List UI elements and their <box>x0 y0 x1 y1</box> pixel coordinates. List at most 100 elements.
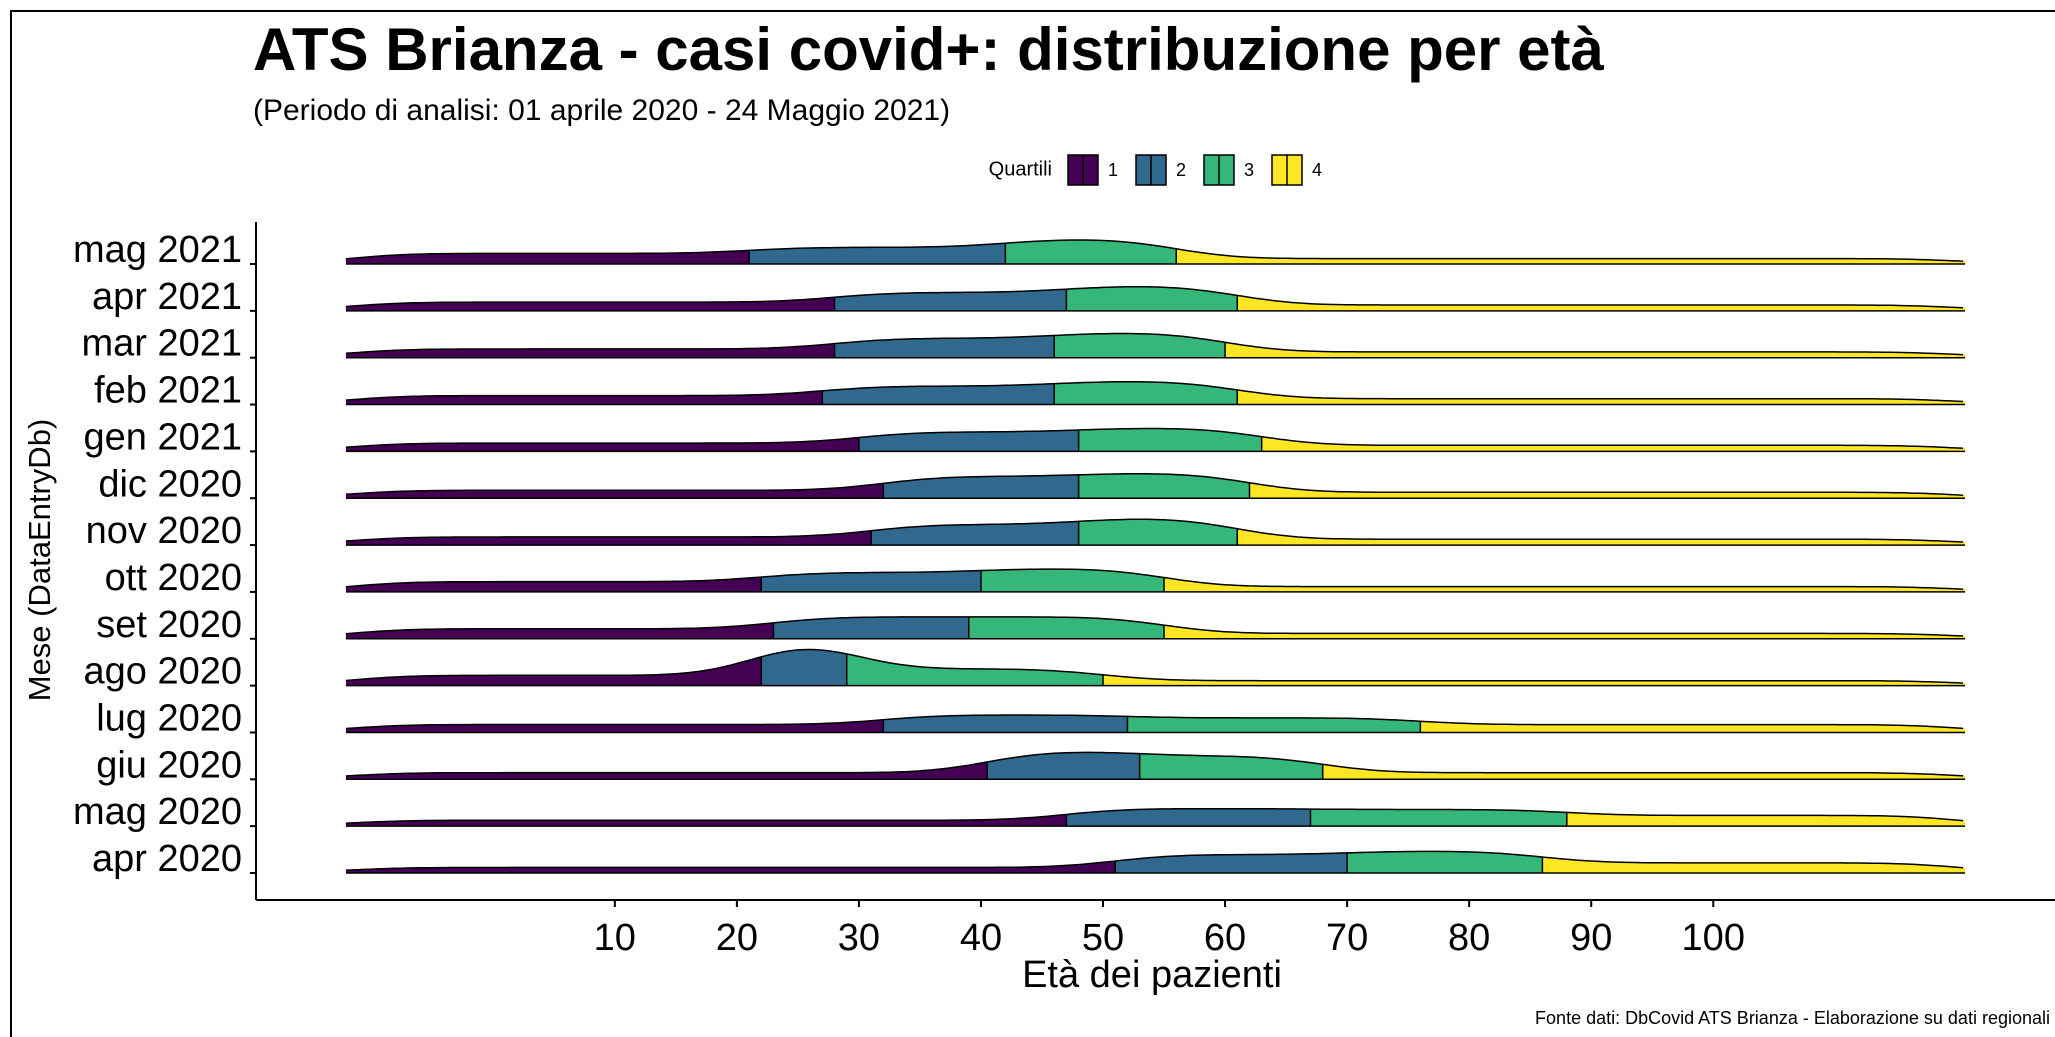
quartile-area <box>345 656 762 686</box>
legend-label: 3 <box>1244 160 1254 180</box>
quartile-area <box>1347 851 1543 873</box>
ridge-outline <box>345 473 1964 496</box>
quartile-area <box>1054 381 1238 405</box>
ridge-outline <box>345 850 1964 871</box>
quartile-area <box>1237 528 1966 546</box>
y-axis-label: Mese (DataEntryDb) <box>22 419 57 702</box>
x-tick-label: 80 <box>1448 917 1490 959</box>
quartile-area <box>1078 473 1250 499</box>
quartile-area <box>345 530 872 546</box>
quartile-area <box>345 622 774 639</box>
ridge <box>345 473 1966 499</box>
x-tick-label: 30 <box>838 917 880 959</box>
quartile-area <box>1078 428 1262 452</box>
ridge <box>345 807 1966 827</box>
y-tick-label: lug 2020 <box>96 697 242 739</box>
ridge <box>345 285 1966 312</box>
x-tick-label: 70 <box>1326 917 1368 959</box>
ridge <box>345 427 1966 453</box>
ridges <box>345 239 1966 874</box>
quartile-area <box>345 437 859 452</box>
ridge-outline <box>345 380 1964 403</box>
ridge-outline <box>345 807 1964 824</box>
y-tick-label: set 2020 <box>96 604 242 646</box>
ridge <box>345 648 1966 687</box>
y-tick-label: ago 2020 <box>84 651 243 693</box>
quartile-area <box>822 383 1055 405</box>
ridge <box>345 751 1966 781</box>
x-tick-label: 100 <box>1682 917 1745 959</box>
quartile-area <box>345 297 835 311</box>
quartile-area <box>968 616 1165 639</box>
ridge <box>345 518 1966 546</box>
quartile-area <box>345 719 884 733</box>
ridge-outline <box>345 427 1964 450</box>
quartile-area <box>1127 716 1421 733</box>
quartile-area <box>345 762 988 780</box>
quartile-area <box>1066 808 1311 827</box>
quartile-area <box>883 474 1079 499</box>
ridge <box>345 850 1966 874</box>
ridge-outline <box>345 568 1964 590</box>
quartile-area <box>1054 333 1226 358</box>
legend-label: 4 <box>1312 160 1322 180</box>
ridge-outline <box>345 616 1964 637</box>
chart-subtitle: (Periodo di analisi: 01 aprile 2020 - 24… <box>253 94 950 127</box>
ridge-outline <box>345 648 1964 684</box>
ridge-outline <box>345 239 1964 262</box>
chart-title: ATS Brianza - casi covid+: distribuzione… <box>253 16 1605 83</box>
quartile-area <box>773 616 969 639</box>
ridge <box>345 568 1966 593</box>
quartile-area <box>834 289 1067 311</box>
x-tick-label: 50 <box>1082 917 1124 959</box>
quartile-area <box>1261 436 1966 452</box>
quartile-area <box>345 861 1116 873</box>
ridge-outline <box>345 518 1964 543</box>
x-tick-label: 20 <box>716 917 758 959</box>
quartile-area <box>1139 753 1323 780</box>
quartile-area <box>1310 809 1567 827</box>
quartile-area <box>858 430 1079 452</box>
quartile-area <box>1078 519 1238 546</box>
quartile-area <box>1225 342 1966 358</box>
quartile-area <box>1005 240 1177 264</box>
y-tick-label: apr 2020 <box>92 838 242 880</box>
y-tick-label: gen 2021 <box>84 416 243 458</box>
quartile-area <box>345 390 823 405</box>
ridge-outline <box>345 714 1964 730</box>
y-tick-label: feb 2021 <box>94 370 242 412</box>
source-note: Fonte dati: DbCovid ATS Brianza - Elabor… <box>1535 1008 2050 1028</box>
quartile-area <box>846 653 1104 686</box>
quartile-area <box>1176 248 1966 264</box>
quartile-area <box>987 752 1140 780</box>
ridge <box>345 239 1966 265</box>
quartile-area <box>834 335 1055 358</box>
legend-label: 2 <box>1176 160 1186 180</box>
quartile-area <box>345 343 835 358</box>
legend-label: 1 <box>1108 160 1118 180</box>
ridge-outline <box>345 285 1964 309</box>
quartile-area <box>1164 577 1966 592</box>
quartile-area <box>1420 721 1966 733</box>
quartile-area <box>345 577 762 592</box>
y-tick-label: ott 2020 <box>105 557 242 599</box>
quartile-area <box>761 649 847 686</box>
quartile-area <box>1542 857 1966 873</box>
y-tick-label: mag 2021 <box>73 229 242 271</box>
y-tick-label: mag 2020 <box>73 791 242 833</box>
x-tick-label: 60 <box>1204 917 1246 959</box>
y-tick-label: apr 2021 <box>92 276 242 318</box>
legend-title: Quartili <box>989 158 1052 180</box>
y-tick-label: nov 2020 <box>86 510 242 552</box>
ridge-outline <box>345 751 1964 777</box>
quartile-area <box>1066 286 1238 311</box>
ridge <box>345 616 1966 640</box>
quartile-area <box>980 569 1165 592</box>
ridge-outline <box>345 332 1964 356</box>
quartile-area <box>1115 852 1348 873</box>
quartile-area <box>1322 764 1966 780</box>
ridge <box>345 380 1966 406</box>
y-tick-label: mar 2021 <box>81 323 242 365</box>
x-tick-label: 90 <box>1570 917 1612 959</box>
ridge <box>345 332 1966 359</box>
